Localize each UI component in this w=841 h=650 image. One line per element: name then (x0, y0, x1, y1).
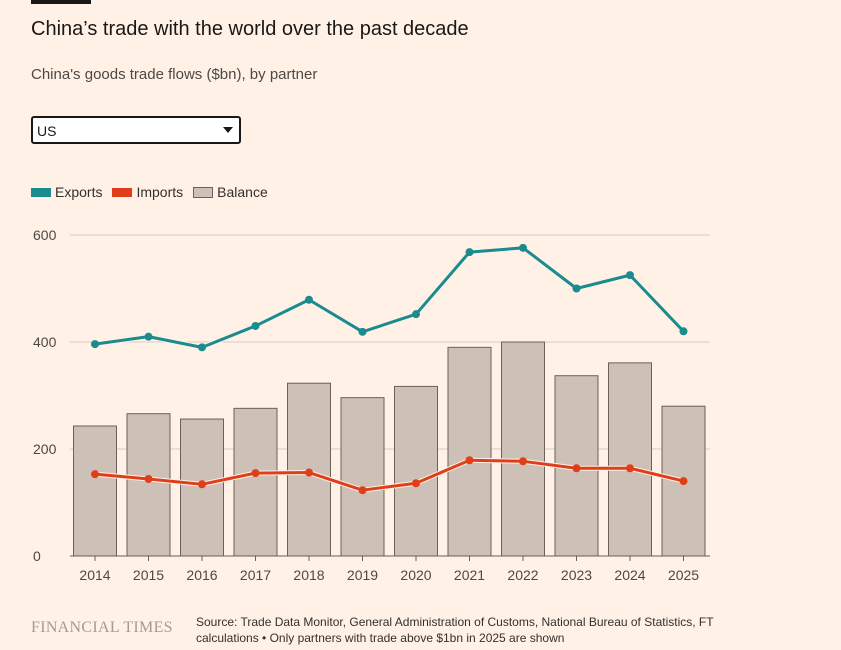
partner-select[interactable]: US (31, 116, 241, 144)
legend-swatch-balance (193, 186, 214, 198)
x-tick-label: 2016 (186, 567, 217, 583)
balance-bar-2024 (608, 362, 652, 557)
x-tick-label: 2024 (614, 567, 645, 583)
y-tick-label: 600 (33, 227, 57, 243)
imports-point-2017 (251, 469, 260, 478)
y-tick-label: 200 (33, 441, 57, 457)
chart-legend: Exports Imports Balance (31, 184, 278, 200)
x-tick-label: 2014 (79, 567, 110, 583)
imports-point-2023 (572, 464, 581, 473)
imports-line (94, 458, 684, 492)
exports-line (94, 246, 685, 349)
chart-title: China’s trade with the world over the pa… (31, 18, 469, 40)
source-note: Source: Trade Data Monitor, General Admi… (196, 615, 714, 645)
x-tick-label: 2015 (133, 567, 164, 583)
exports-point-2016 (198, 343, 206, 352)
exports-point-2019 (358, 327, 367, 336)
imports-point-2015 (144, 474, 153, 483)
imports-point-2022 (519, 457, 527, 466)
x-tick-label: 2023 (561, 567, 592, 583)
chart-subtitle: China's goods trade flows ($bn), by part… (31, 66, 318, 83)
exports-point-2023 (572, 284, 581, 293)
y-tick-label: 0 (33, 548, 41, 564)
chevron-down-icon (223, 127, 233, 133)
legend-label-imports: Imports (136, 184, 184, 200)
exports-point-2025 (679, 327, 688, 336)
imports-point-2016 (198, 480, 206, 489)
exports-point-2022 (519, 243, 527, 252)
imports-point-2020 (412, 479, 420, 488)
ft-logo: FINANCIAL TIMES (31, 619, 173, 636)
imports-point-2025 (679, 477, 688, 486)
x-tick-label: 2025 (668, 567, 699, 583)
balance-bar-2014 (73, 425, 117, 557)
imports-point-2021 (465, 456, 474, 465)
y-tick-label: 400 (33, 334, 57, 350)
legend-label-exports: Exports (55, 184, 103, 200)
legend-item-imports: Imports (112, 184, 183, 200)
x-tick-label: 2019 (347, 567, 378, 583)
x-tick-label: 2018 (293, 567, 324, 583)
x-tick-label: 2022 (507, 567, 538, 583)
exports-point-2014 (91, 340, 99, 349)
legend-item-balance: Balance (193, 184, 268, 200)
exports-point-2024 (626, 271, 634, 280)
x-tick-label: 2017 (240, 567, 271, 583)
exports-point-2020 (412, 310, 420, 319)
legend-swatch-imports (112, 187, 133, 197)
legend-swatch-exports (31, 187, 51, 197)
x-tick-label: 2020 (400, 567, 431, 583)
x-tick-label: 2021 (454, 567, 485, 583)
balance-bar-2017 (233, 407, 278, 557)
legend-item-exports: Exports (31, 184, 102, 200)
exports-point-2021 (465, 248, 474, 257)
exports-point-2018 (305, 295, 313, 304)
imports-point-2014 (91, 470, 99, 479)
balance-bar-2019 (340, 397, 385, 557)
balance-bar-2015 (126, 413, 171, 557)
imports-point-2024 (626, 464, 634, 473)
partner-select-value: US (37, 123, 57, 139)
top-accent-bar (31, 0, 91, 4)
balance-bar-2022 (501, 341, 545, 557)
exports-point-2017 (251, 321, 260, 330)
exports-point-2015 (144, 332, 153, 341)
balance-bar-2021 (447, 346, 492, 557)
legend-label-balance: Balance (217, 184, 268, 200)
balance-bar-2020 (394, 385, 438, 557)
imports-point-2018 (305, 468, 313, 477)
imports-point-2019 (358, 486, 367, 495)
exports-line-halo (94, 245, 686, 350)
